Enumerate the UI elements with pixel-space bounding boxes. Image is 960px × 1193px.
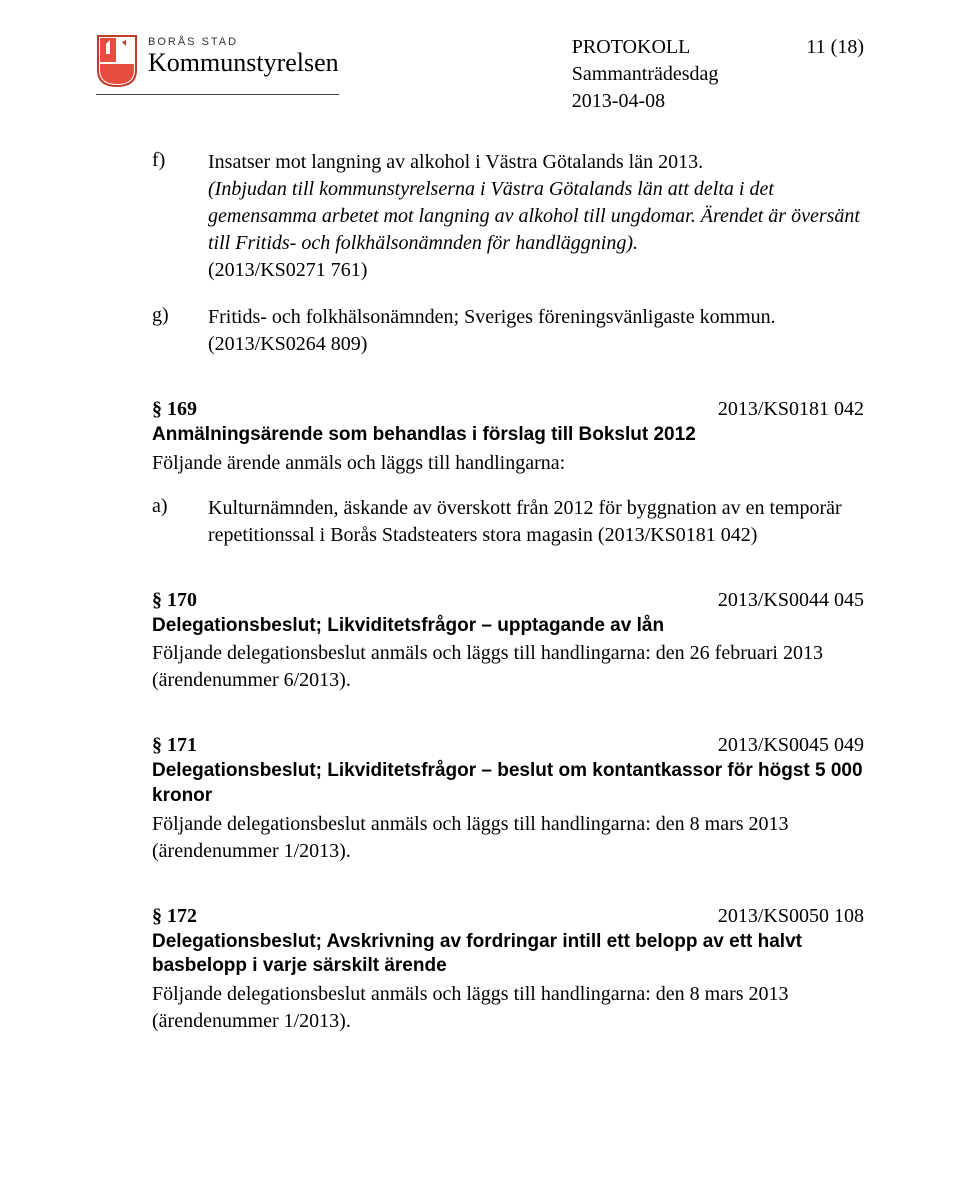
item-f-italic: (Inbjudan till kommunstyrelserna i Västr… xyxy=(208,178,860,254)
section-170-ref: 2013/KS0044 045 xyxy=(718,589,864,612)
logo-block: BORÅS STAD Kommunstyrelsen xyxy=(96,34,339,95)
section-169-intro: Följande ärende anmäls och läggs till ha… xyxy=(152,450,864,477)
item-g-marker: g) xyxy=(152,304,180,358)
crest-icon xyxy=(96,34,138,88)
org-name: Kommunstyrelsen xyxy=(148,48,339,78)
item-f-line1: Insatser mot langning av alkohol i Västr… xyxy=(208,151,703,173)
section-172-title: Delegationsbeslut; Avskrivning av fordri… xyxy=(152,930,864,979)
item-f-marker: f) xyxy=(152,149,180,284)
section-170-num: § 170 xyxy=(152,589,197,612)
section-169-num: § 169 xyxy=(152,398,197,421)
section-169-a-body: Kulturnämnden, äskande av överskott från… xyxy=(208,495,864,549)
header-right: 11 (18) xyxy=(736,34,864,61)
section-171: § 171 2013/KS0045 049 Delegationsbeslut;… xyxy=(152,734,864,864)
section-171-ref: 2013/KS0045 049 xyxy=(718,734,864,757)
section-171-body: Följande delegationsbeslut anmäls och lä… xyxy=(152,811,864,865)
section-169-head: § 169 2013/KS0181 042 xyxy=(152,398,864,421)
section-172: § 172 2013/KS0050 108 Delegationsbeslut;… xyxy=(152,905,864,1035)
header-center: PROTOKOLL Sammanträdesdag 2013-04-08 xyxy=(572,34,719,115)
page: BORÅS STAD Kommunstyrelsen PROTOKOLL Sam… xyxy=(0,0,960,1193)
section-172-head: § 172 2013/KS0050 108 xyxy=(152,905,864,928)
section-172-body: Följande delegationsbeslut anmäls och lä… xyxy=(152,981,864,1035)
content: f) Insatser mot langning av alkohol i Vä… xyxy=(152,149,864,1035)
section-169-a-marker: a) xyxy=(152,495,180,549)
section-170-title: Delegationsbeslut; Likviditetsfrågor – u… xyxy=(152,614,864,639)
doc-subtitle: Sammanträdesdag xyxy=(572,61,719,88)
section-171-title: Delegationsbeslut; Likviditetsfrågor – b… xyxy=(152,759,864,808)
section-169-title: Anmälningsärende som behandlas i förslag… xyxy=(152,423,864,448)
section-170-head: § 170 2013/KS0044 045 xyxy=(152,589,864,612)
section-170: § 170 2013/KS0044 045 Delegationsbeslut;… xyxy=(152,589,864,695)
page-number: 11 (18) xyxy=(806,34,864,61)
doc-type: PROTOKOLL xyxy=(572,34,719,61)
doc-date: 2013-04-08 xyxy=(572,88,719,115)
section-171-num: § 171 xyxy=(152,734,197,757)
item-f-body: Insatser mot langning av alkohol i Västr… xyxy=(208,149,864,284)
item-f-ref: (2013/KS0271 761) xyxy=(208,259,367,281)
section-169-item-a: a) Kulturnämnden, äskande av överskott f… xyxy=(152,495,864,549)
section-170-body: Följande delegationsbeslut anmäls och lä… xyxy=(152,640,864,694)
logo-text: BORÅS STAD Kommunstyrelsen xyxy=(148,34,339,78)
city-label: BORÅS STAD xyxy=(148,36,339,48)
header-row: BORÅS STAD Kommunstyrelsen PROTOKOLL Sam… xyxy=(96,34,864,115)
item-g: g) Fritids- och folkhälsonämnden; Sverig… xyxy=(152,304,864,358)
item-f: f) Insatser mot langning av alkohol i Vä… xyxy=(152,149,864,284)
item-g-body: Fritids- och folkhälsonämnden; Sveriges … xyxy=(208,304,864,358)
section-172-ref: 2013/KS0050 108 xyxy=(718,905,864,928)
section-172-num: § 172 xyxy=(152,905,197,928)
section-169: § 169 2013/KS0181 042 Anmälningsärende s… xyxy=(152,398,864,549)
section-169-ref: 2013/KS0181 042 xyxy=(718,398,864,421)
section-171-head: § 171 2013/KS0045 049 xyxy=(152,734,864,757)
